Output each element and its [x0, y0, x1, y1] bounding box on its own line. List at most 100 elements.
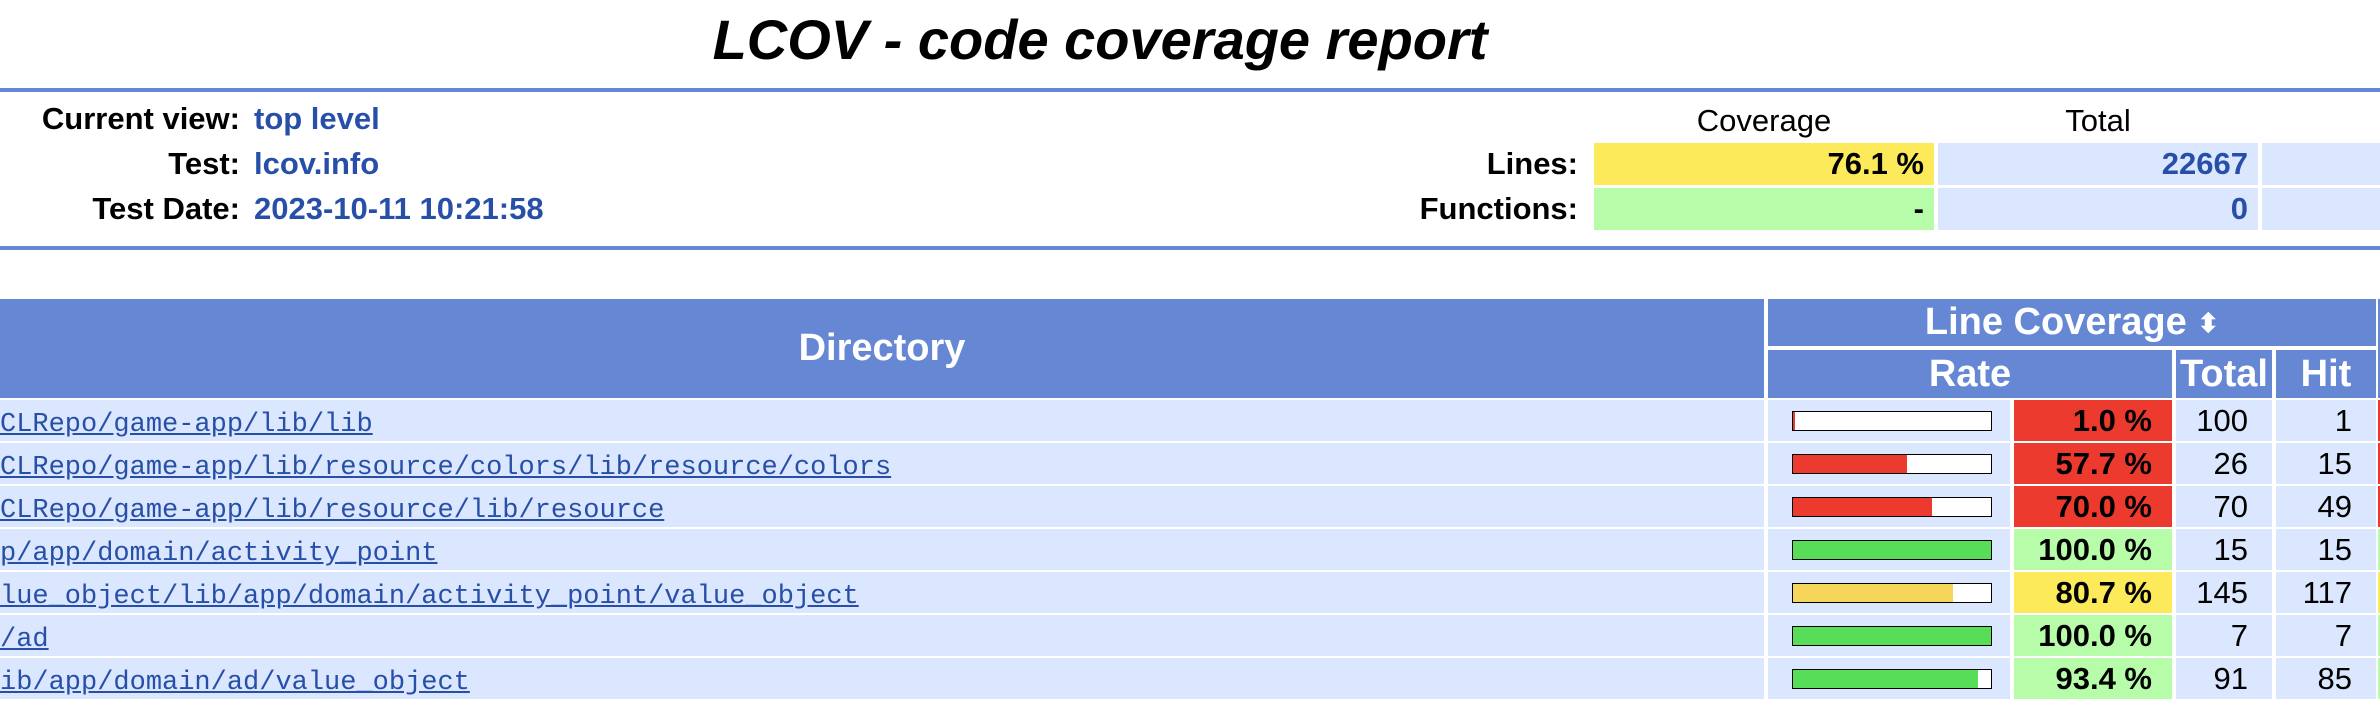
- current-view-link[interactable]: top level: [254, 101, 380, 136]
- directory-link[interactable]: ib/app/domain/ad/value_object: [0, 668, 470, 698]
- header-bottom-rule: [0, 246, 2380, 250]
- next-column-edge: [2378, 486, 2380, 527]
- coverage-bar: [1792, 497, 1992, 517]
- coverage-bar-fill: [1793, 498, 1932, 516]
- rate-cell: 100.0 %: [2014, 615, 2172, 656]
- coverage-bar-fill: [1793, 670, 1978, 688]
- hit-cell: 85: [2276, 658, 2376, 699]
- coverage-bar: [1792, 626, 1992, 646]
- rate-cell: 93.4 %: [2014, 658, 2172, 699]
- next-column-header-edge: [2378, 299, 2380, 398]
- coverage-bar-cell: [1768, 615, 2010, 656]
- directory-cell: CLRepo/game-app/lib/resource/lib/resourc…: [0, 486, 1764, 527]
- coverage-bar-cell: [1768, 529, 2010, 570]
- table-row: /ad 100.0 % 7 7: [0, 615, 2380, 658]
- directory-column-header: Directory: [0, 299, 1764, 398]
- total-cell: 70: [2176, 486, 2272, 527]
- directory-cell: CLRepo/game-app/lib/resource/colors/lib/…: [0, 443, 1764, 484]
- hit-cell: 7: [2276, 615, 2376, 656]
- directory-cell: p/app/domain/activity_point: [0, 529, 1764, 570]
- hit-cell: 15: [2276, 529, 2376, 570]
- lines-total: 22667: [1938, 143, 2258, 185]
- rate-cell: 1.0 %: [2014, 400, 2172, 441]
- rate-column-header: Rate: [1768, 350, 2172, 398]
- total-cell: 7: [2176, 615, 2272, 656]
- functions-coverage: -: [1594, 188, 1934, 230]
- test-date-value: 2023-10-11 10:21:58: [254, 191, 544, 226]
- functions-total: 0: [1938, 188, 2258, 230]
- directory-cell: CLRepo/game-app/lib/lib: [0, 400, 1764, 441]
- directory-link[interactable]: p/app/domain/activity_point: [0, 539, 438, 569]
- line-coverage-header[interactable]: Line Coverage ⬍: [1768, 299, 2376, 346]
- directory-link[interactable]: lue_object/lib/app/domain/activity_point…: [0, 582, 859, 612]
- rate-cell: 100.0 %: [2014, 529, 2172, 570]
- coverage-bar-cell: [1768, 572, 2010, 613]
- directory-link[interactable]: CLRepo/game-app/lib/resource/colors/lib/…: [0, 453, 892, 483]
- coverage-bar: [1792, 411, 1992, 431]
- rate-head-label: Rate: [1928, 353, 2012, 395]
- test-value: lcov.info: [254, 146, 380, 181]
- line-coverage-head-label: Line Coverage: [1924, 301, 2187, 343]
- directory-link[interactable]: CLRepo/game-app/lib/resource/lib/resourc…: [0, 496, 665, 526]
- coverage-bar-fill: [1793, 455, 1908, 473]
- directory-link[interactable]: CLRepo/game-app/lib/lib: [0, 410, 373, 440]
- next-column-edge: [2378, 658, 2380, 699]
- coverage-bar-fill: [1793, 627, 1991, 645]
- total-cell: 100: [2176, 400, 2272, 441]
- coverage-bar-cell: [1768, 658, 2010, 699]
- total-cell: 91: [2176, 658, 2272, 699]
- table-row: CLRepo/game-app/lib/lib 1.0 % 100 1: [0, 400, 2380, 443]
- next-column-edge: [2378, 400, 2380, 441]
- lines-label: Lines:: [1486, 146, 1578, 181]
- page-title: LCOV - code coverage report: [712, 8, 1488, 71]
- table-row: lue_object/lib/app/domain/activity_point…: [0, 572, 2380, 615]
- coverage-bar: [1792, 454, 1992, 474]
- directory-cell: lue_object/lib/app/domain/activity_point…: [0, 572, 1764, 613]
- current-view-label: Current view:: [41, 101, 240, 136]
- lines-extra-cell: [2262, 143, 2380, 185]
- directory-head-label: Directory: [798, 327, 966, 369]
- table-row: ib/app/domain/ad/value_object 93.4 % 91 85: [0, 658, 2380, 701]
- hit-head-label: Hit: [2300, 353, 2352, 395]
- table-row: CLRepo/game-app/lib/resource/lib/resourc…: [0, 486, 2380, 529]
- lines-coverage: 76.1 %: [1594, 143, 1934, 185]
- coverage-bar-cell: [1768, 486, 2010, 527]
- sort-icon[interactable]: ⬍: [2197, 308, 2220, 338]
- next-column-edge: [2378, 443, 2380, 484]
- functions-label: Functions:: [1419, 191, 1578, 226]
- directory-cell: ib/app/domain/ad/value_object: [0, 658, 1764, 699]
- next-column-edge: [2378, 572, 2380, 613]
- hit-column-header: Hit: [2276, 350, 2376, 398]
- total-cell: 15: [2176, 529, 2272, 570]
- total-cell: 26: [2176, 443, 2272, 484]
- total-head-label: Total: [2180, 353, 2268, 395]
- coverage-bar: [1792, 669, 1992, 689]
- hit-cell: 1: [2276, 400, 2376, 441]
- header-top-rule: [0, 88, 2380, 92]
- hit-cell: 15: [2276, 443, 2376, 484]
- summary-total-head: Total: [2065, 103, 2131, 138]
- summary-coverage-head: Coverage: [1696, 103, 1832, 138]
- coverage-bar: [1792, 540, 1992, 560]
- hit-cell: 49: [2276, 486, 2376, 527]
- table-row: CLRepo/game-app/lib/resource/colors/lib/…: [0, 443, 2380, 486]
- coverage-bar: [1792, 583, 1992, 603]
- coverage-bar-cell: [1768, 400, 2010, 441]
- next-column-edge: [2378, 529, 2380, 570]
- test-label: Test:: [168, 146, 240, 181]
- directory-cell: /ad: [0, 615, 1764, 656]
- coverage-bar-fill: [1793, 541, 1991, 559]
- rate-cell: 70.0 %: [2014, 486, 2172, 527]
- hit-cell: 117: [2276, 572, 2376, 613]
- total-column-header: Total: [2176, 350, 2272, 398]
- rate-cell: 57.7 %: [2014, 443, 2172, 484]
- test-date-label: Test Date:: [92, 191, 240, 226]
- table-row: p/app/domain/activity_point 100.0 % 15 15: [0, 529, 2380, 572]
- coverage-bar-fill: [1793, 584, 1953, 602]
- coverage-bar-cell: [1768, 443, 2010, 484]
- total-cell: 145: [2176, 572, 2272, 613]
- functions-extra-cell: [2262, 188, 2380, 230]
- directory-link[interactable]: /ad: [0, 625, 49, 655]
- rate-cell: 80.7 %: [2014, 572, 2172, 613]
- next-column-edge: [2378, 615, 2380, 656]
